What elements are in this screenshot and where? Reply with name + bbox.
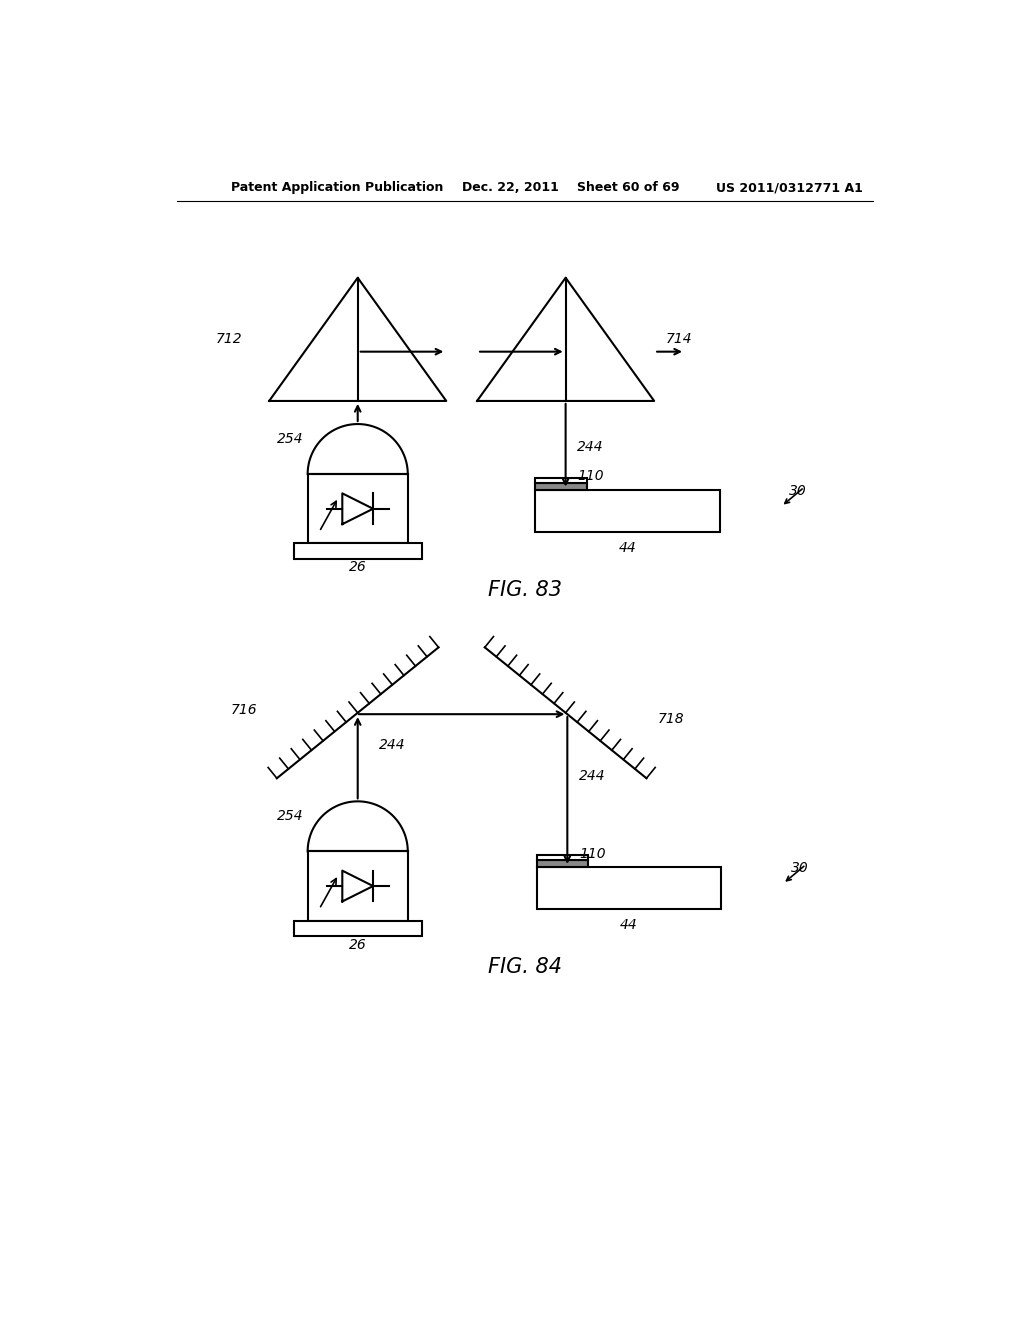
- Polygon shape: [537, 867, 721, 909]
- Text: 44: 44: [621, 919, 638, 932]
- Text: 718: 718: [658, 713, 685, 726]
- Polygon shape: [535, 483, 587, 490]
- Polygon shape: [294, 544, 422, 558]
- Polygon shape: [535, 478, 587, 483]
- Text: Sheet 60 of 69: Sheet 60 of 69: [578, 181, 680, 194]
- Text: 30: 30: [791, 862, 808, 875]
- Text: Dec. 22, 2011: Dec. 22, 2011: [462, 181, 558, 194]
- Polygon shape: [537, 859, 588, 867]
- Text: 244: 244: [579, 768, 605, 783]
- Text: 712: 712: [216, 333, 243, 346]
- Polygon shape: [535, 490, 720, 532]
- Text: 244: 244: [578, 440, 604, 454]
- Polygon shape: [307, 474, 408, 544]
- Text: 44: 44: [618, 541, 636, 556]
- Polygon shape: [537, 855, 588, 859]
- Polygon shape: [294, 921, 422, 936]
- Text: 714: 714: [666, 333, 692, 346]
- Text: 716: 716: [231, 704, 258, 717]
- Polygon shape: [307, 851, 408, 921]
- Text: 110: 110: [578, 470, 604, 483]
- Text: 244: 244: [379, 738, 406, 752]
- Text: US 2011/0312771 A1: US 2011/0312771 A1: [716, 181, 862, 194]
- Text: 110: 110: [579, 846, 605, 861]
- Text: Patent Application Publication: Patent Application Publication: [230, 181, 443, 194]
- Text: 254: 254: [278, 809, 304, 824]
- Text: 30: 30: [788, 484, 807, 498]
- Text: 254: 254: [278, 432, 304, 446]
- Text: 26: 26: [349, 561, 367, 574]
- Text: FIG. 83: FIG. 83: [487, 579, 562, 599]
- Text: FIG. 84: FIG. 84: [487, 957, 562, 977]
- Text: 26: 26: [349, 937, 367, 952]
